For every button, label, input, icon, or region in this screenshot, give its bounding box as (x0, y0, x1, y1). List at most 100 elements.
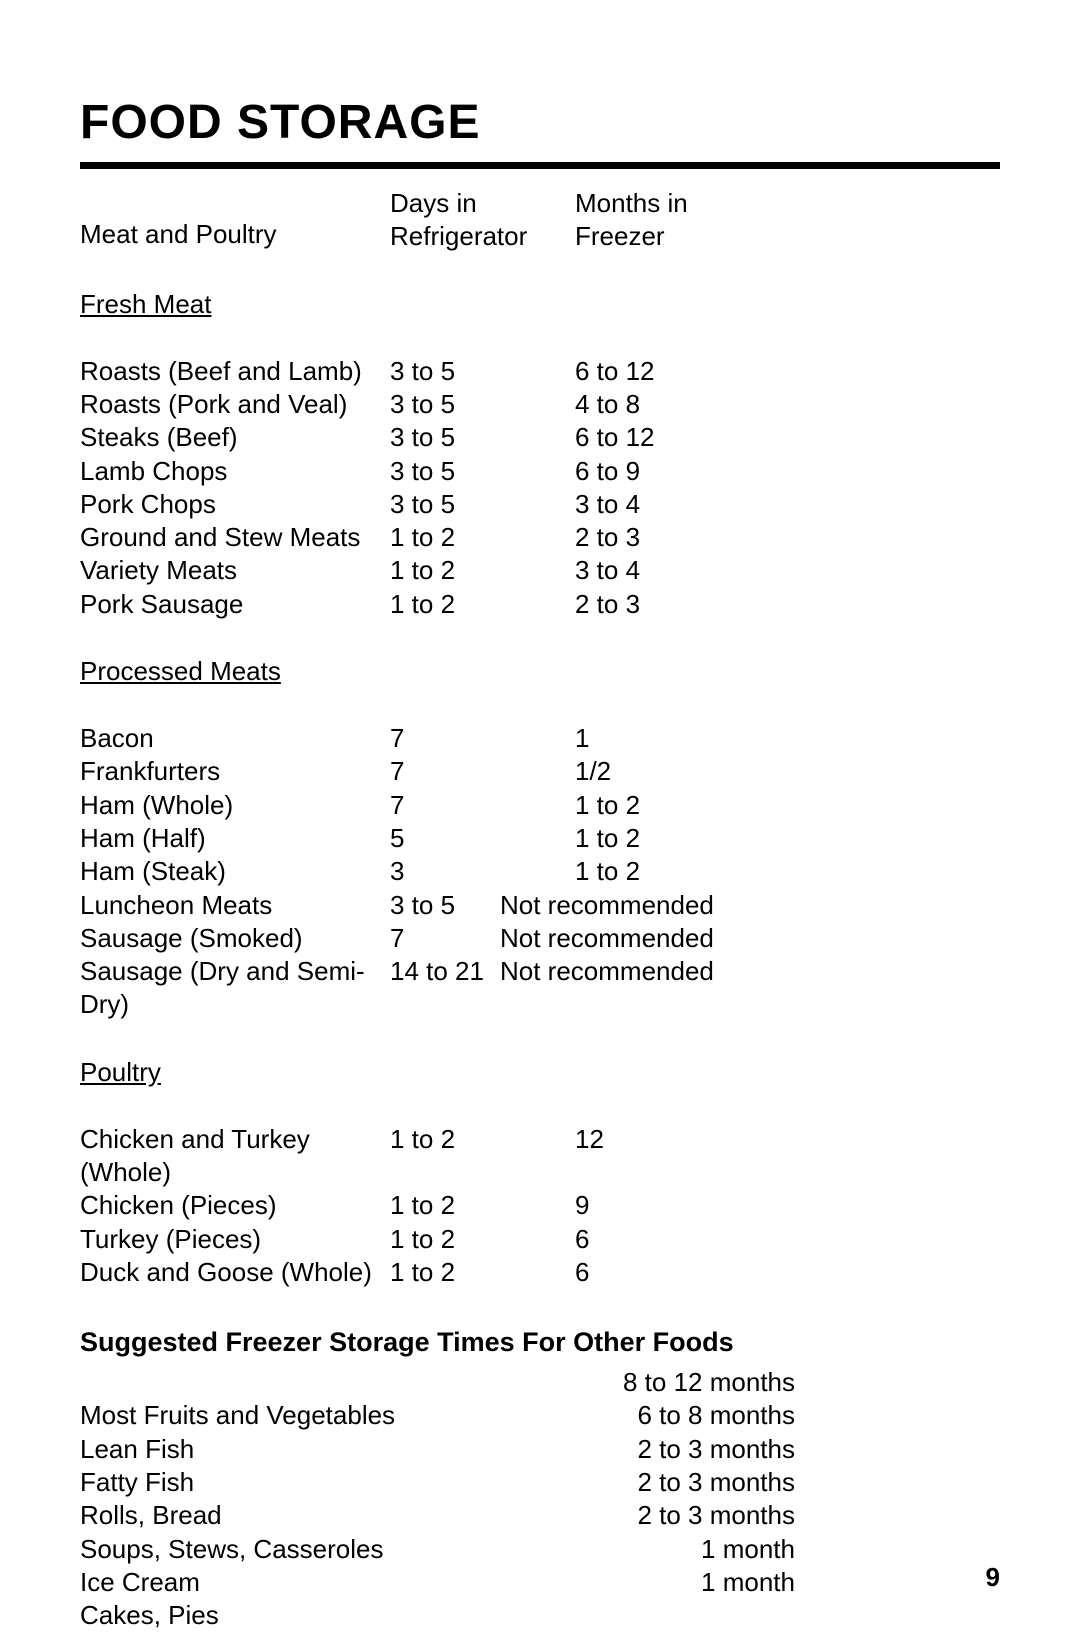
table-row: Luncheon Meats3 to 5Not recommended (80, 889, 1000, 922)
other-food-name: Lean Fish (80, 1433, 555, 1466)
table-header: Meat and Poultry Days in Refrigerator Mo… (80, 187, 1000, 254)
other-food-row: Ice Cream1 month (80, 1566, 1000, 1599)
other-food-name: Rolls, Bread (80, 1499, 555, 1532)
other-food-name: Soups, Stews, Casseroles (80, 1533, 555, 1566)
category-header: Meat and Poultry (80, 218, 390, 253)
days-in-fridge: 1 to 2 (390, 521, 575, 554)
section-heading: Poultry (80, 1056, 1000, 1089)
table-row: Bacon71 (80, 722, 1000, 755)
months-in-freezer: 9 (575, 1189, 825, 1222)
other-foods-heading: Suggested Freezer Storage Times For Othe… (80, 1327, 1000, 1358)
col-fridge-header: Days in Refrigerator (390, 187, 575, 254)
table-row: Sausage (Dry and Semi-Dry)14 to 21Not re… (80, 955, 1000, 1022)
col-freezer-header: Months in Freezer (575, 187, 825, 254)
months-in-freezer: 3 to 4 (575, 488, 825, 521)
other-food-row: Lean Fish2 to 3 months (80, 1433, 1000, 1466)
other-food-row: Cakes, Pies (80, 1599, 1000, 1632)
food-name: Chicken and Turkey (Whole) (80, 1123, 390, 1190)
days-in-fridge: 1 to 2 (390, 1223, 575, 1256)
food-name: Roasts (Beef and Lamb) (80, 355, 390, 388)
col-freezer-header-line1: Months in (575, 188, 688, 218)
months-in-freezer: 6 to 12 (575, 421, 825, 454)
food-name: Ground and Stew Meats (80, 521, 390, 554)
months-in-freezer: Not recommended (500, 889, 820, 922)
food-name: Sausage (Smoked) (80, 922, 390, 955)
food-name: Ham (Steak) (80, 855, 390, 888)
months-in-freezer: 6 to 9 (575, 455, 825, 488)
other-food-duration: 1 month (555, 1566, 795, 1599)
days-in-fridge: 1 to 2 (390, 1256, 575, 1289)
months-in-freezer: 6 (575, 1256, 825, 1289)
table-row: Steaks (Beef)3 to 56 to 12 (80, 421, 1000, 454)
days-in-fridge: 3 to 5 (390, 421, 575, 454)
days-in-fridge: 1 to 2 (390, 1189, 575, 1222)
months-in-freezer: 12 (575, 1123, 825, 1156)
days-in-fridge: 3 to 5 (390, 355, 575, 388)
months-in-freezer: 4 to 8 (575, 388, 825, 421)
col-fridge-header-line1: Days in (390, 188, 477, 218)
other-food-duration: 2 to 3 months (555, 1433, 795, 1466)
table-row: Chicken (Pieces)1 to 29 (80, 1189, 1000, 1222)
days-in-fridge: 1 to 2 (390, 588, 575, 621)
food-name: Lamb Chops (80, 455, 390, 488)
col-fridge-header-line2: Refrigerator (390, 221, 527, 251)
months-in-freezer: 1 (575, 722, 825, 755)
other-food-name: Ice Cream (80, 1566, 555, 1599)
table-row: Sausage (Smoked)7Not recommended (80, 922, 1000, 955)
days-in-fridge: 7 (390, 789, 575, 822)
days-in-fridge: 3 to 5 (390, 488, 575, 521)
other-food-duration: 1 month (555, 1533, 795, 1566)
other-foods-table: 8 to 12 monthsMost Fruits and Vegetables… (80, 1366, 1000, 1632)
storage-table: Meat and Poultry Days in Refrigerator Mo… (80, 187, 1000, 1289)
table-row: Duck and Goose (Whole)1 to 26 (80, 1256, 1000, 1289)
table-row: Ham (Half)51 to 2 (80, 822, 1000, 855)
table-row: Pork Sausage1 to 22 to 3 (80, 588, 1000, 621)
title-rule (80, 162, 1000, 169)
table-row: Variety Meats1 to 23 to 4 (80, 554, 1000, 587)
food-name: Duck and Goose (Whole) (80, 1256, 390, 1289)
food-name: Frankfurters (80, 755, 390, 788)
section-heading: Fresh Meat (80, 288, 1000, 321)
months-in-freezer: Not recommended (500, 922, 820, 955)
other-food-row: Rolls, Bread2 to 3 months (80, 1499, 1000, 1532)
other-food-name: Cakes, Pies (80, 1599, 555, 1632)
table-row: Ham (Steak)31 to 2 (80, 855, 1000, 888)
other-food-row: Most Fruits and Vegetables6 to 8 months (80, 1399, 1000, 1432)
other-food-duration (555, 1599, 795, 1632)
other-food-row: Soups, Stews, Casseroles1 month (80, 1533, 1000, 1566)
other-food-duration: 2 to 3 months (555, 1466, 795, 1499)
months-in-freezer: 1 to 2 (575, 789, 825, 822)
other-food-name: Most Fruits and Vegetables (80, 1399, 555, 1432)
food-name: Pork Chops (80, 488, 390, 521)
other-food-duration: 2 to 3 months (555, 1499, 795, 1532)
food-name: Steaks (Beef) (80, 421, 390, 454)
table-row: Roasts (Beef and Lamb)3 to 56 to 12 (80, 355, 1000, 388)
food-name: Bacon (80, 722, 390, 755)
months-in-freezer: 3 to 4 (575, 554, 825, 587)
food-name: Ham (Half) (80, 822, 390, 855)
months-in-freezer: 1 to 2 (575, 855, 825, 888)
months-in-freezer: 1/2 (575, 755, 825, 788)
table-row: Roasts (Pork and Veal)3 to 54 to 8 (80, 388, 1000, 421)
other-food-duration: 6 to 8 months (555, 1399, 795, 1432)
food-name: Roasts (Pork and Veal) (80, 388, 390, 421)
table-row: Lamb Chops3 to 56 to 9 (80, 455, 1000, 488)
food-name: Luncheon Meats (80, 889, 390, 922)
page-number: 9 (986, 1562, 1000, 1593)
other-food-name (80, 1366, 555, 1399)
months-in-freezer: 6 to 12 (575, 355, 825, 388)
months-in-freezer: Not recommended (500, 955, 820, 988)
other-food-row: Fatty Fish2 to 3 months (80, 1466, 1000, 1499)
page-title: FOOD STORAGE (80, 95, 1000, 150)
food-name: Ham (Whole) (80, 789, 390, 822)
days-in-fridge: 5 (390, 822, 575, 855)
food-name: Turkey (Pieces) (80, 1223, 390, 1256)
section-heading: Processed Meats (80, 655, 1000, 688)
table-row: Pork Chops3 to 53 to 4 (80, 488, 1000, 521)
days-in-fridge: 7 (390, 722, 575, 755)
months-in-freezer: 6 (575, 1223, 825, 1256)
other-food-name: Fatty Fish (80, 1466, 555, 1499)
days-in-fridge: 3 to 5 (390, 455, 575, 488)
table-row: Ground and Stew Meats1 to 22 to 3 (80, 521, 1000, 554)
months-in-freezer: 2 to 3 (575, 521, 825, 554)
